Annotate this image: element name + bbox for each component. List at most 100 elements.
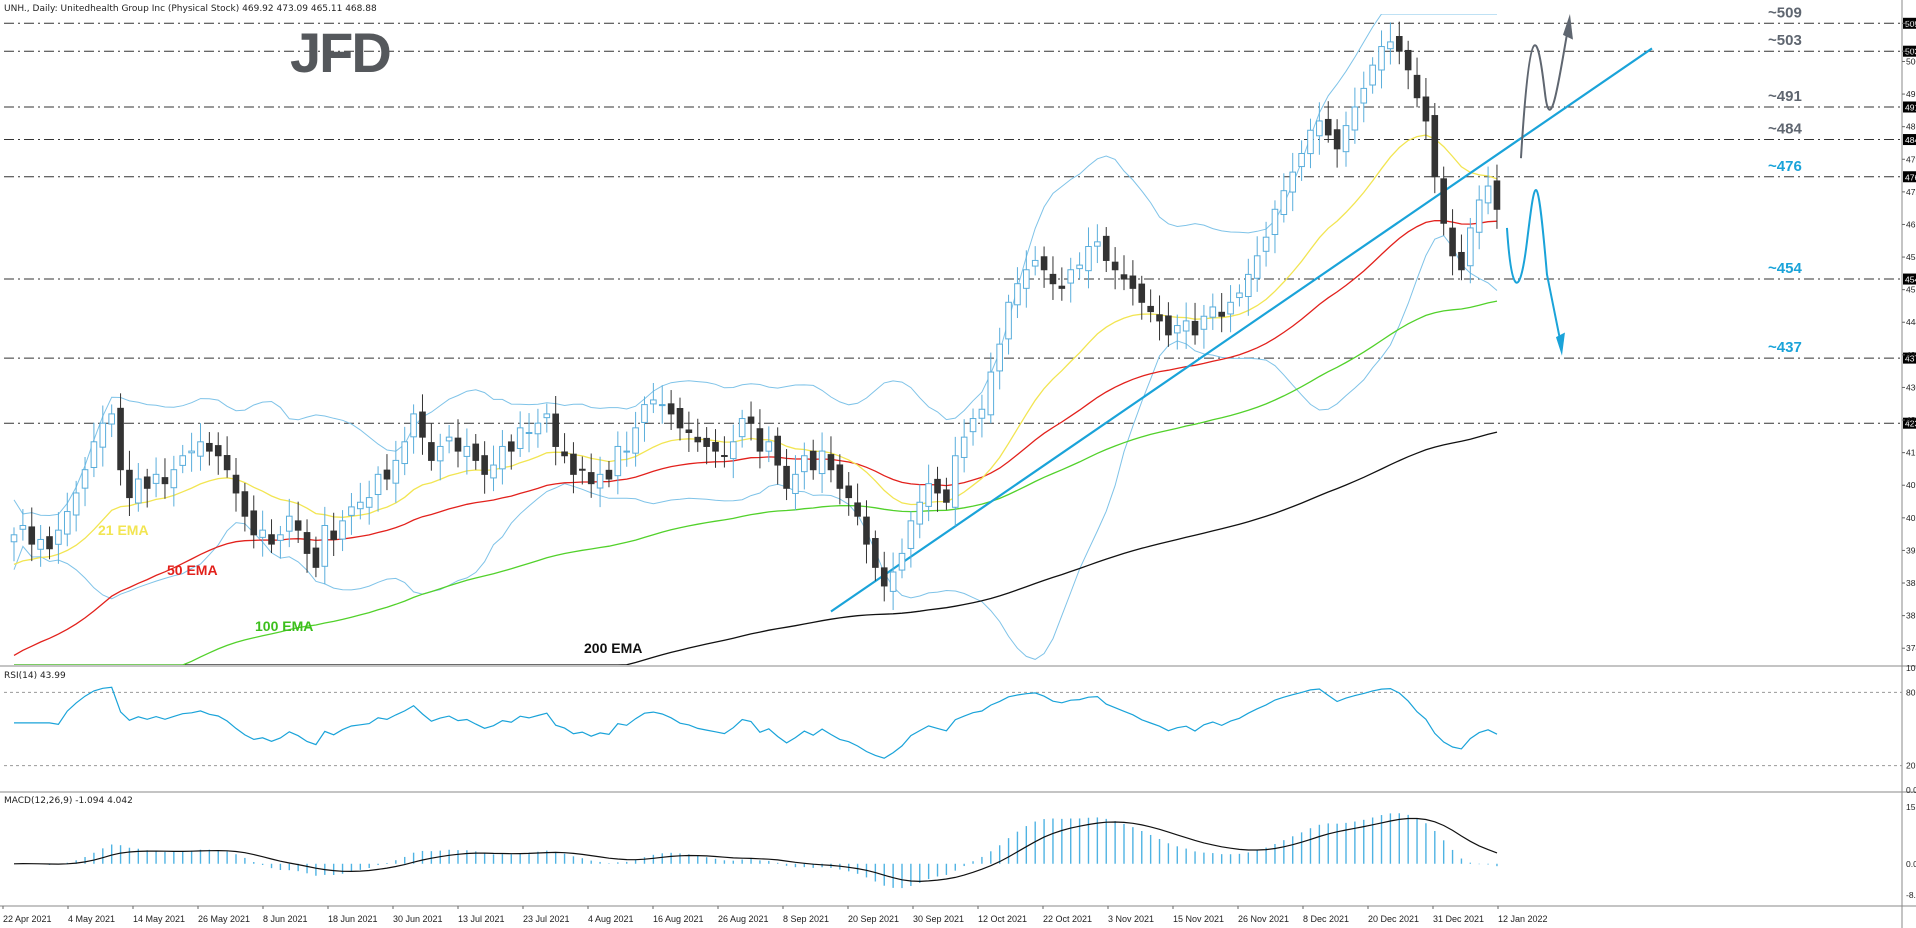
x-tick-label: 26 Aug 2021 bbox=[718, 914, 769, 924]
ema100-label: 100 EMA bbox=[255, 618, 313, 634]
candle-body bbox=[241, 491, 249, 517]
candle-body bbox=[729, 441, 737, 460]
bearish-scenario-arrow bbox=[1505, 189, 1562, 345]
candle-body bbox=[1493, 180, 1501, 210]
y-tick-label: 381.62 bbox=[1906, 611, 1916, 621]
level-price-text: 423.00 bbox=[1905, 419, 1916, 429]
candle-body bbox=[1298, 153, 1305, 168]
ema100-line bbox=[14, 300, 1498, 665]
candle-body bbox=[1289, 171, 1297, 193]
y-tick-label: 444.71 bbox=[1906, 317, 1916, 327]
rsi-line bbox=[14, 686, 1498, 759]
candle-body bbox=[1324, 118, 1332, 136]
candle-body bbox=[1307, 129, 1314, 155]
rsi-panel: 100.00 80.00 20.00 0.00 bbox=[4, 663, 1916, 795]
candle-body bbox=[570, 453, 577, 475]
candle-body bbox=[765, 441, 773, 452]
candle-body bbox=[1475, 199, 1483, 233]
candle-body bbox=[951, 455, 959, 508]
candle-body bbox=[1218, 311, 1225, 317]
candle-body bbox=[401, 441, 409, 465]
level-price-box bbox=[1903, 352, 1916, 364]
x-tick-label: 20 Dec 2021 bbox=[1368, 914, 1419, 924]
candle-body bbox=[1342, 125, 1350, 153]
candle-body bbox=[676, 408, 684, 429]
bearish-arrow-head bbox=[1555, 332, 1565, 356]
candle-body bbox=[1085, 246, 1092, 272]
x-tick-label: 3 Nov 2021 bbox=[1108, 914, 1154, 924]
x-tick-label: 4 Aug 2021 bbox=[588, 914, 634, 924]
bullish-scenario-arrow bbox=[1519, 23, 1570, 159]
candle-body bbox=[357, 501, 364, 510]
x-tick-label: 12 Jan 2022 bbox=[1498, 914, 1548, 924]
candle-body bbox=[667, 403, 675, 415]
candle-body bbox=[1173, 325, 1181, 334]
candle-body bbox=[410, 413, 417, 438]
candle-body bbox=[605, 469, 613, 480]
y-tick-label: 479.76 bbox=[1906, 154, 1916, 164]
y-tick-label: 503.00 bbox=[1906, 46, 1916, 56]
level-price-box bbox=[1903, 134, 1916, 146]
main-caption: UNH., Daily: Unitedhealth Group Inc (Phy… bbox=[4, 4, 377, 14]
y-tick-label: 451.72 bbox=[1906, 285, 1916, 295]
candle-body bbox=[374, 473, 382, 496]
x-tick-label: 23 Jul 2021 bbox=[523, 914, 570, 924]
candle-body bbox=[1049, 273, 1057, 285]
x-tick-label: 22 Oct 2021 bbox=[1043, 914, 1092, 924]
bullish-arrow-head bbox=[1562, 14, 1573, 40]
candle-body bbox=[1058, 285, 1066, 289]
ema200-label: 200 EMA bbox=[584, 640, 642, 656]
bollinger-lower bbox=[13, 234, 1498, 660]
candle-body bbox=[1378, 46, 1385, 71]
candle-body bbox=[987, 371, 995, 416]
candle-body bbox=[28, 526, 36, 545]
candle-body bbox=[285, 515, 293, 532]
candle-body bbox=[960, 436, 968, 458]
candle-body bbox=[943, 489, 950, 503]
candle-body bbox=[170, 469, 178, 489]
candle-body bbox=[996, 343, 1003, 372]
candle-body bbox=[685, 429, 693, 434]
candle-body bbox=[756, 428, 764, 452]
candle-body bbox=[1023, 269, 1030, 289]
candle-body bbox=[1395, 36, 1403, 52]
candle-body bbox=[1360, 87, 1368, 104]
rsi-tick-label: 100.00 bbox=[1906, 663, 1916, 673]
candle-body bbox=[792, 473, 799, 494]
candle-body bbox=[268, 534, 275, 545]
candle-body bbox=[1120, 274, 1128, 280]
candle-body bbox=[303, 532, 311, 554]
candle-body bbox=[1413, 74, 1421, 99]
candle-body bbox=[623, 450, 631, 453]
candle-body bbox=[969, 418, 977, 433]
y-tick-label: 374.61 bbox=[1906, 643, 1916, 653]
candle-body bbox=[1129, 275, 1137, 289]
level-price-box bbox=[1903, 101, 1916, 113]
candle-body bbox=[1245, 273, 1252, 298]
candle-body bbox=[1316, 120, 1323, 137]
candle-body bbox=[1236, 292, 1243, 299]
level-price-text: 491.00 bbox=[1905, 103, 1916, 113]
candle-body bbox=[1333, 129, 1341, 150]
candle-body bbox=[1138, 283, 1146, 303]
x-tick-label: 26 May 2021 bbox=[198, 914, 250, 924]
macd-tick-label: 0.000 bbox=[1906, 859, 1916, 869]
candle-body bbox=[1449, 227, 1456, 257]
level-label: ~437 bbox=[1768, 339, 1802, 356]
candle-body bbox=[1404, 49, 1412, 71]
candle-body bbox=[19, 525, 27, 530]
y-tick-label: 486.77 bbox=[1906, 122, 1916, 132]
y-tick-label: 388.63 bbox=[1906, 578, 1916, 588]
candle-body bbox=[63, 511, 71, 535]
x-tick-label: 12 Oct 2021 bbox=[978, 914, 1027, 924]
candle-body bbox=[872, 538, 879, 568]
candle-body bbox=[232, 474, 240, 494]
candle-body bbox=[259, 529, 266, 538]
candle-body bbox=[925, 483, 932, 507]
candle-body bbox=[721, 455, 728, 458]
level-label: ~484 bbox=[1768, 121, 1802, 138]
x-tick-label: 8 Jun 2021 bbox=[263, 914, 308, 924]
candle-body bbox=[1253, 255, 1261, 279]
x-tick-label: 30 Sep 2021 bbox=[913, 914, 964, 924]
